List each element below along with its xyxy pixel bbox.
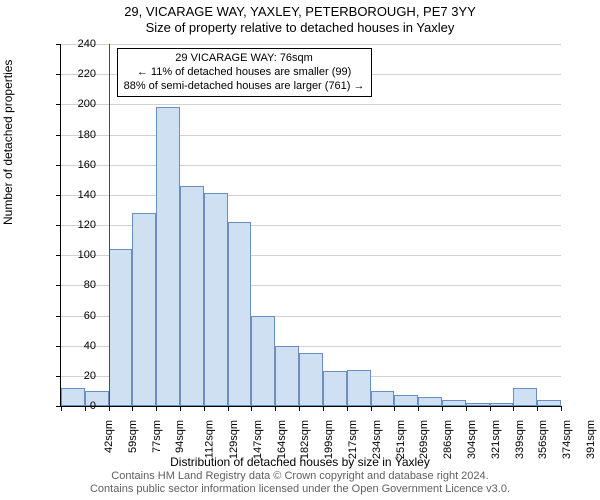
horizontal-gridline bbox=[61, 195, 561, 196]
x-tick-label: 269sqm bbox=[419, 420, 431, 459]
y-tick-label: 80 bbox=[56, 279, 96, 291]
x-tick-label: 374sqm bbox=[561, 420, 573, 459]
chart-title-main: 29, VICARAGE WAY, YAXLEY, PETERBOROUGH, … bbox=[0, 0, 600, 20]
y-tick-label: 0 bbox=[56, 400, 96, 412]
histogram-bar bbox=[347, 370, 371, 406]
x-tick-mark bbox=[323, 406, 324, 411]
x-tick-mark bbox=[418, 406, 419, 411]
x-tick-mark bbox=[299, 406, 300, 411]
y-tick-label: 200 bbox=[56, 98, 96, 110]
histogram-bar bbox=[371, 391, 395, 406]
histogram-bar bbox=[180, 186, 204, 406]
x-tick-mark bbox=[371, 406, 372, 411]
x-tick-mark bbox=[180, 406, 181, 411]
x-tick-label: 112sqm bbox=[203, 420, 215, 458]
x-tick-label: 42sqm bbox=[103, 420, 115, 453]
info-box-line: 29 VICARAGE WAY: 76sqm bbox=[124, 52, 365, 66]
x-tick-label: 77sqm bbox=[151, 420, 163, 453]
y-tick-label: 40 bbox=[56, 340, 96, 352]
y-tick-label: 220 bbox=[56, 68, 96, 80]
x-tick-label: 164sqm bbox=[276, 420, 288, 459]
histogram-bar bbox=[490, 403, 514, 406]
histogram-bar bbox=[442, 400, 466, 406]
x-tick-label: 234sqm bbox=[371, 420, 383, 459]
histogram-bar bbox=[156, 107, 180, 406]
x-tick-label: 356sqm bbox=[538, 420, 550, 459]
x-tick-mark bbox=[513, 406, 514, 411]
x-tick-mark bbox=[490, 406, 491, 411]
histogram-bar bbox=[537, 400, 561, 406]
x-tick-mark bbox=[275, 406, 276, 411]
credits-line-1: Contains HM Land Registry data © Crown c… bbox=[0, 470, 600, 483]
x-tick-mark bbox=[251, 406, 252, 411]
histogram-bar bbox=[132, 213, 156, 406]
x-tick-label: 339sqm bbox=[514, 420, 526, 459]
x-tick-mark bbox=[537, 406, 538, 411]
x-tick-mark bbox=[132, 406, 133, 411]
histogram-bar bbox=[299, 353, 323, 406]
horizontal-gridline bbox=[61, 104, 561, 105]
x-tick-mark bbox=[466, 406, 467, 411]
credits: Contains HM Land Registry data © Crown c… bbox=[0, 470, 600, 496]
x-tick-label: 251sqm bbox=[395, 420, 407, 459]
histogram-bar bbox=[275, 346, 299, 406]
x-tick-mark bbox=[442, 406, 443, 411]
x-tick-mark bbox=[394, 406, 395, 411]
credits-line-2: Contains public sector information licen… bbox=[0, 483, 600, 496]
x-tick-label: 59sqm bbox=[127, 420, 139, 453]
x-tick-label: 217sqm bbox=[347, 420, 359, 459]
histogram-bar bbox=[109, 249, 133, 406]
x-tick-label: 304sqm bbox=[466, 420, 478, 459]
info-box: 29 VICARAGE WAY: 76sqm← 11% of detached … bbox=[117, 48, 372, 97]
y-tick-label: 140 bbox=[56, 189, 96, 201]
y-tick-label: 100 bbox=[56, 249, 96, 261]
y-tick-label: 20 bbox=[56, 370, 96, 382]
x-tick-label: 129sqm bbox=[228, 420, 240, 459]
info-box-line: 88% of semi-detached houses are larger (… bbox=[124, 80, 365, 94]
x-tick-label: 199sqm bbox=[323, 420, 335, 459]
x-tick-mark bbox=[156, 406, 157, 411]
histogram-bar bbox=[394, 395, 418, 406]
y-tick-label: 240 bbox=[56, 38, 96, 50]
histogram-bar bbox=[251, 316, 275, 407]
y-axis-label: Number of detached properties bbox=[1, 60, 15, 225]
horizontal-gridline bbox=[61, 44, 561, 45]
chart-title-sub: Size of property relative to detached ho… bbox=[0, 20, 600, 36]
info-box-line: ← 11% of detached houses are smaller (99… bbox=[124, 66, 365, 80]
histogram-bar bbox=[466, 403, 490, 406]
x-tick-mark bbox=[204, 406, 205, 411]
x-tick-mark bbox=[347, 406, 348, 411]
x-tick-mark bbox=[228, 406, 229, 411]
y-tick-label: 180 bbox=[56, 129, 96, 141]
horizontal-gridline bbox=[61, 135, 561, 136]
x-tick-label: 286sqm bbox=[442, 420, 454, 459]
x-tick-label: 94sqm bbox=[174, 420, 186, 453]
horizontal-gridline bbox=[61, 165, 561, 166]
histogram-bar bbox=[204, 193, 228, 406]
x-tick-label: 321sqm bbox=[490, 420, 502, 459]
histogram-bar bbox=[418, 397, 442, 406]
y-tick-label: 60 bbox=[56, 310, 96, 322]
x-tick-mark bbox=[109, 406, 110, 411]
histogram-bar bbox=[513, 388, 537, 406]
x-tick-label: 391sqm bbox=[585, 420, 597, 459]
y-tick-label: 160 bbox=[56, 159, 96, 171]
x-tick-label: 147sqm bbox=[252, 420, 264, 459]
histogram-bar bbox=[228, 222, 252, 406]
x-tick-label: 182sqm bbox=[300, 420, 312, 459]
reference-line bbox=[109, 44, 110, 406]
y-tick-label: 120 bbox=[56, 219, 96, 231]
histogram-bar bbox=[323, 371, 347, 406]
plot-area: 29 VICARAGE WAY: 76sqm← 11% of detached … bbox=[60, 44, 561, 407]
x-tick-mark bbox=[561, 406, 562, 411]
